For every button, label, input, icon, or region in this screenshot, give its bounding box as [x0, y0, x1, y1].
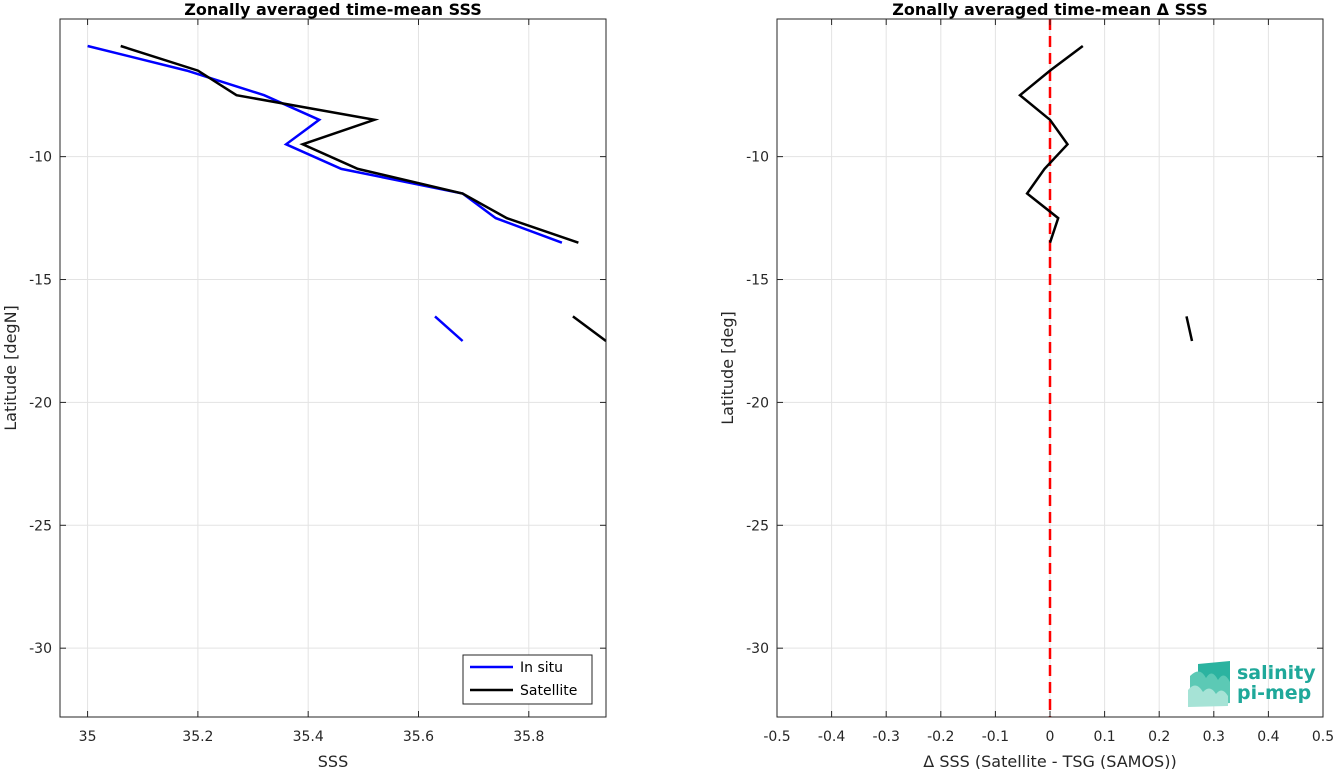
legend-label-satellite: Satellite	[520, 683, 577, 699]
series-line-series-0-segment-0	[1018, 44, 1084, 244]
salinity-pimep-logo: salinity pi-mep	[1188, 661, 1316, 707]
logo-wave-icon	[1188, 661, 1230, 707]
series-line-series-0-segment-1	[1185, 316, 1194, 342]
x-tick-label: 35.4	[293, 729, 324, 745]
right-x-axis-label: Δ SSS (Satellite - TSG (SAMOS))	[923, 752, 1176, 769]
left-y-axis-label: Latitude [degN]	[1, 305, 20, 431]
y-tick-label: -10	[746, 150, 769, 166]
x-tick-label: 0.3	[1203, 729, 1225, 745]
series-line-satellite-segment-0	[120, 44, 579, 244]
right-data-lines	[1018, 44, 1194, 342]
logo-text-salinity: salinity	[1237, 662, 1316, 684]
y-tick-label: -15	[746, 273, 769, 289]
right-y-axis-label: Latitude [deg]	[718, 311, 737, 425]
x-tick-label: 0	[1046, 729, 1055, 745]
series-line-in-situ-segment-1	[434, 315, 464, 342]
legend-box	[462, 654, 593, 705]
left-plot: 35 35.2 35.4 35.6 35.8 -10 -15 -20 -25 -30 Zonall…	[1, 0, 607, 769]
x-tick-label: 0.4	[1257, 729, 1279, 745]
y-tick-label: -20	[29, 395, 52, 411]
x-tick-label: -0.5	[763, 729, 790, 745]
x-tick-label: -0.3	[873, 729, 900, 745]
y-tick-label: -20	[746, 395, 769, 411]
legend: In situ Satellite	[462, 654, 593, 705]
y-tick-label: -30	[746, 641, 769, 657]
x-tick-label: 0.2	[1148, 729, 1170, 745]
y-tick-label: -15	[29, 273, 52, 289]
x-tick-label: 35.6	[403, 729, 434, 745]
x-tick-label: 35	[79, 729, 97, 745]
y-tick-label: -10	[29, 150, 52, 166]
x-tick-label: 0.1	[1093, 729, 1115, 745]
left-chart-title: Zonally averaged time-mean SSS	[184, 0, 482, 19]
series-line-satellite-segment-1	[572, 315, 607, 343]
x-tick-label: 0.5	[1312, 729, 1334, 745]
left-tick-labels: 35 35.2 35.4 35.6 35.8 -10 -15 -20 -25 -30	[29, 19, 606, 745]
y-tick-label: -25	[29, 518, 52, 534]
right-plot: -0.5 -0.4 -0.3 -0.2 -0.1 0 0.1 0.2 0.3 0.4 0.5 -10 -…	[718, 0, 1334, 769]
x-tick-label: -0.2	[927, 729, 954, 745]
x-tick-label: 35.8	[513, 729, 544, 745]
left-data-lines	[87, 44, 607, 343]
x-tick-label: 35.2	[182, 729, 213, 745]
y-tick-label: -25	[746, 518, 769, 534]
x-tick-label: -0.1	[982, 729, 1009, 745]
legend-label-in-situ: In situ	[520, 660, 563, 676]
logo-text-pimep: pi-mep	[1237, 682, 1311, 704]
left-plot-frame	[59, 18, 607, 718]
left-plot-area	[60, 19, 606, 717]
x-tick-label: -0.4	[818, 729, 845, 745]
left-x-axis-label: SSS	[318, 752, 348, 769]
right-chart-title: Zonally averaged time-mean Δ SSS	[892, 0, 1208, 19]
right-tick-labels: -0.5 -0.4 -0.3 -0.2 -0.1 0 0.1 0.2 0.3 0.4 0.5 -10 -…	[746, 19, 1334, 745]
y-tick-label: -30	[29, 641, 52, 657]
